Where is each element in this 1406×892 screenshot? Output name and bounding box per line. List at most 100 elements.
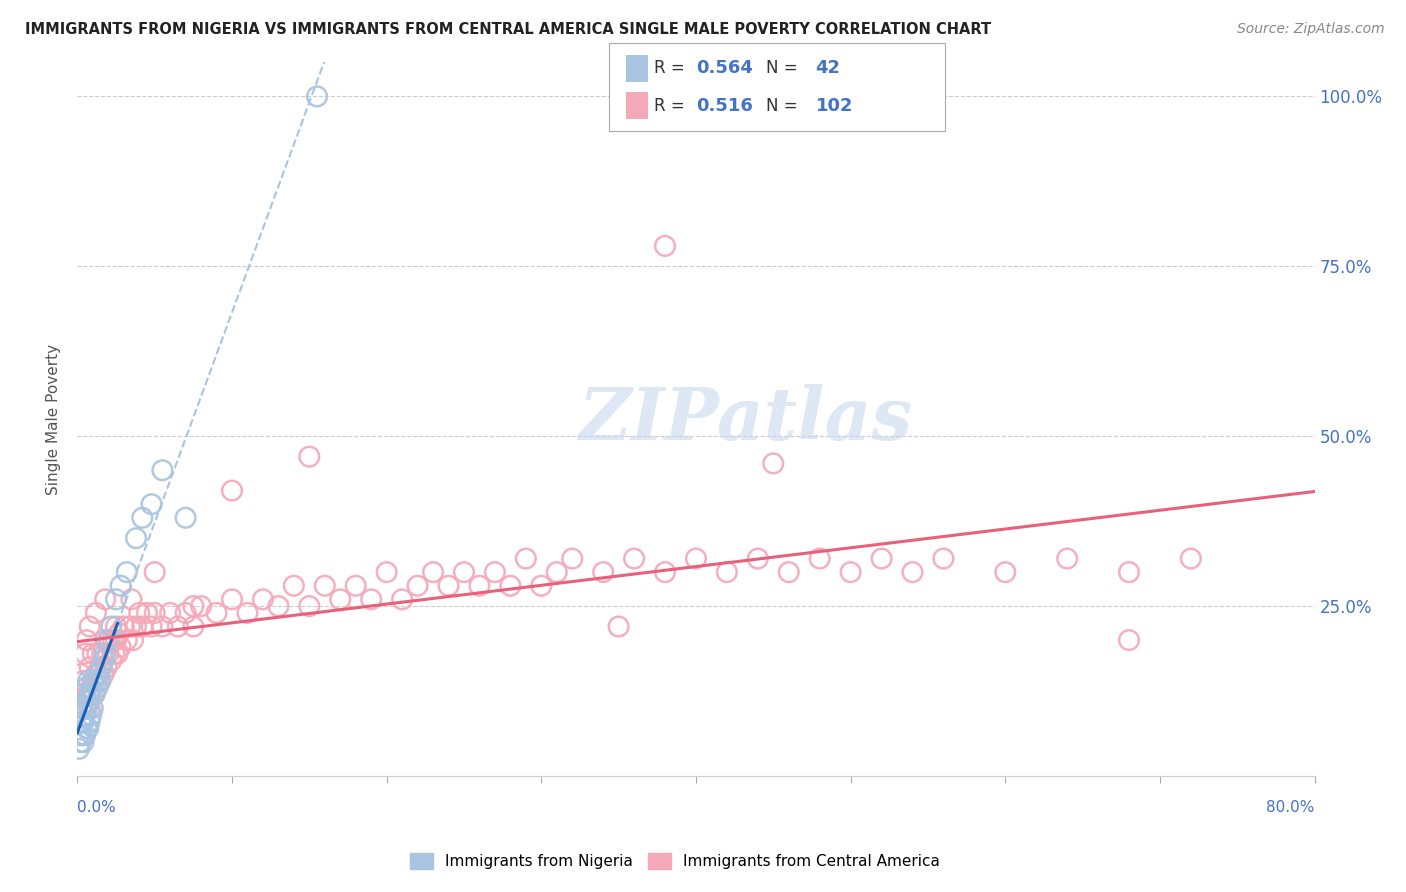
Point [100,619,122,633]
Point [77,722,100,736]
Point [546,565,568,579]
Point [93,653,115,667]
Point [125,619,148,633]
Point [72,688,94,702]
Point [994,565,1017,579]
Point [131,619,153,633]
Point [561,551,583,566]
Point [75,707,96,722]
Point [84,606,107,620]
Point [77,694,100,708]
Point [422,565,444,579]
Point [143,565,166,579]
Point [298,450,321,464]
Point [105,592,128,607]
Point [453,565,475,579]
Point [484,565,506,579]
Point [530,579,553,593]
Point [115,633,138,648]
Point [69,667,91,681]
Point [360,592,382,607]
Text: 80.0%: 80.0% [1267,800,1315,814]
Point [607,619,630,633]
Point [80,688,103,702]
Point [93,667,115,681]
Point [107,647,129,661]
Point [75,647,96,661]
Point [1118,633,1140,648]
Point [70,701,93,715]
Point [174,510,197,524]
Point [221,592,243,607]
Point [76,701,98,715]
Point [83,688,105,702]
Point [174,606,197,620]
Point [70,728,93,742]
Point [105,619,128,633]
Point [183,619,205,633]
Point [82,673,104,688]
Point [97,633,120,648]
Point [91,660,114,674]
Point [136,606,159,620]
Point [592,565,614,579]
Point [112,619,135,633]
Point [108,626,131,640]
Point [685,551,707,566]
Point [131,510,153,524]
Point [344,579,367,593]
Point [283,579,305,593]
Point [70,688,93,702]
Point [152,463,174,477]
Point [122,633,145,648]
Point [72,714,94,729]
Point [86,647,108,661]
Point [69,701,91,715]
Y-axis label: Single Male Poverty: Single Male Poverty [46,343,62,495]
Point [79,714,101,729]
Point [97,647,120,661]
Point [98,633,121,648]
Text: IMMIGRANTS FROM NIGERIA VS IMMIGRANTS FROM CENTRAL AMERICA SINGLE MALE POVERTY C: IMMIGRANTS FROM NIGERIA VS IMMIGRANTS FR… [25,22,991,37]
Point [128,606,150,620]
Point [94,647,117,661]
Text: Source: ZipAtlas.com: Source: ZipAtlas.com [1237,22,1385,37]
Point [67,688,90,702]
Point [654,565,676,579]
Point [329,592,352,607]
Point [72,673,94,688]
Point [67,742,90,756]
Point [406,579,429,593]
Point [437,579,460,593]
Point [654,239,676,253]
Point [90,673,112,688]
Point [72,735,94,749]
Text: N =: N = [766,96,803,114]
Text: ZIPatlas: ZIPatlas [578,384,912,455]
Point [1180,551,1202,566]
Point [118,619,141,633]
Text: 0.564: 0.564 [696,60,752,78]
Point [468,579,491,593]
Point [79,660,101,674]
Point [105,633,128,648]
Point [125,531,148,545]
Point [82,647,104,661]
Point [84,673,107,688]
Point [115,565,138,579]
Point [79,619,101,633]
Point [96,660,118,674]
Point [75,681,96,695]
Point [79,688,101,702]
Text: 102: 102 [815,96,853,114]
Text: R =: R = [654,60,690,78]
Point [205,606,228,620]
Point [159,606,181,620]
Text: 42: 42 [815,60,841,78]
Point [86,681,108,695]
Point [87,667,110,681]
Point [716,565,738,579]
Point [87,673,110,688]
Point [190,599,212,614]
Text: N =: N = [766,60,803,78]
